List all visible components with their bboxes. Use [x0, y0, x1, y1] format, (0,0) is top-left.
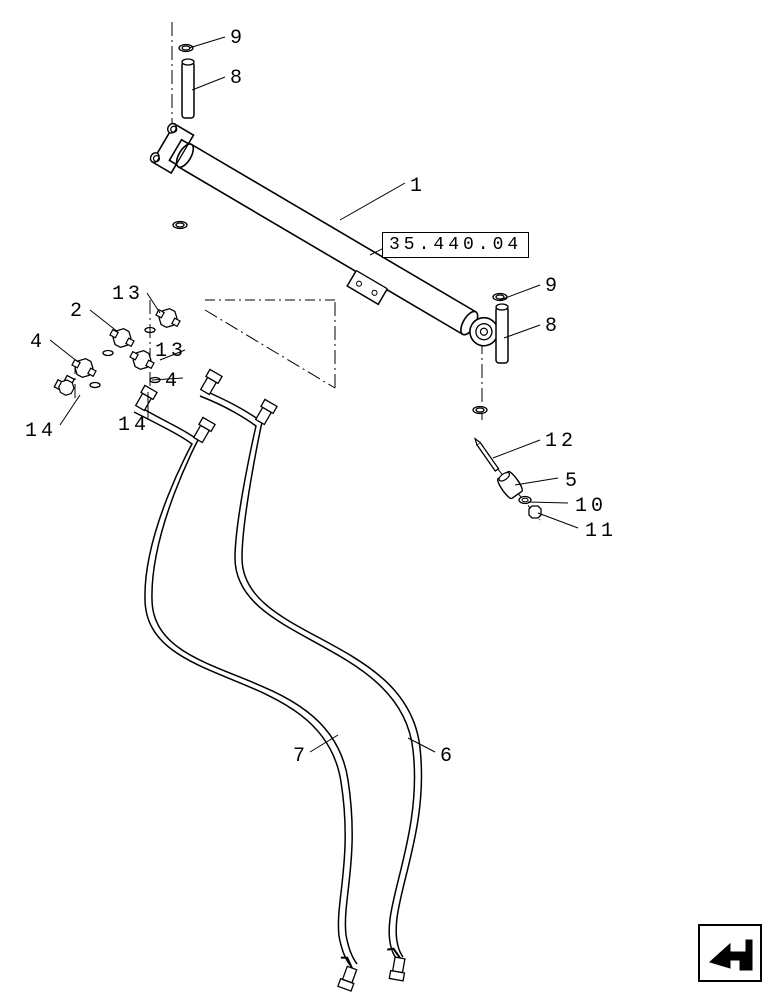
fitting-13b — [127, 346, 157, 373]
reference-box: 35.440.04 — [382, 232, 529, 258]
callout-14-b: 14 — [118, 414, 150, 437]
callout-9-bot: 9 — [545, 275, 561, 298]
callout-4-a: 4 — [30, 331, 46, 354]
pin-bottom — [496, 304, 508, 363]
latch-assembly — [473, 438, 541, 518]
callout-5: 5 — [565, 470, 581, 493]
callout-6: 6 — [440, 745, 456, 768]
callout-14-a: 14 — [25, 420, 57, 443]
callout-13-a: 13 — [112, 283, 144, 306]
callout-8-top: 8 — [230, 67, 246, 90]
callout-10: 10 — [575, 495, 607, 518]
callout-8-bot: 8 — [545, 315, 561, 338]
callout-12: 12 — [545, 430, 577, 453]
callout-9-top: 9 — [230, 27, 246, 50]
callout-4-b: 4 — [165, 370, 181, 393]
callout-13-b: 13 — [155, 340, 187, 363]
centerlines — [75, 22, 540, 520]
callout-11: 11 — [585, 520, 617, 543]
exploded-diagram — [0, 0, 780, 1000]
fitting-2 — [107, 324, 137, 351]
rings — [173, 45, 507, 414]
fitting-elbow — [53, 373, 77, 397]
callout-7: 7 — [293, 745, 309, 768]
leader-lines — [50, 37, 578, 752]
hose-6 — [199, 369, 422, 980]
reference-box-text: 35.440.04 — [389, 235, 522, 255]
callout-1: 1 — [410, 175, 426, 198]
callout-2: 2 — [70, 300, 86, 323]
pin-top — [182, 59, 194, 118]
hose-7 — [134, 385, 361, 991]
nav-arrow[interactable] — [698, 924, 762, 982]
